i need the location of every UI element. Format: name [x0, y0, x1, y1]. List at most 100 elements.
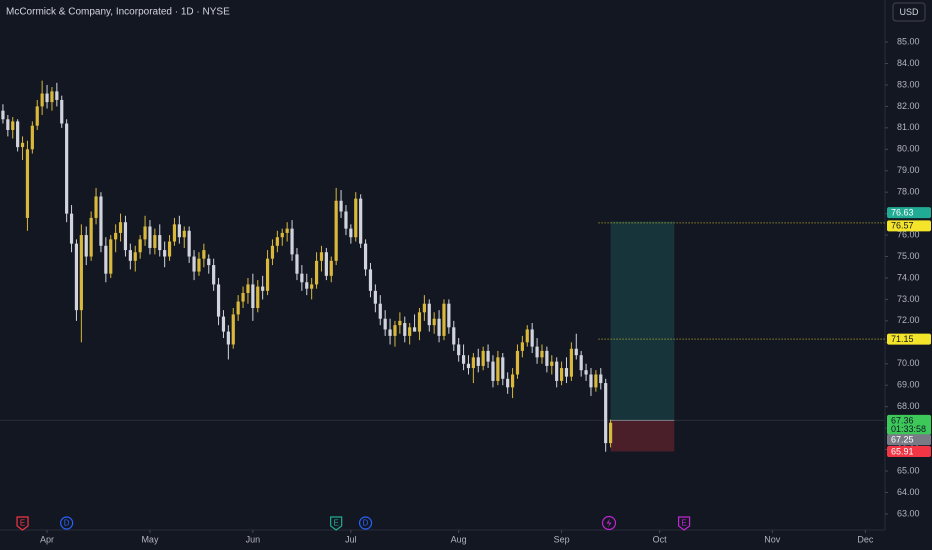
candle-body: [569, 348, 573, 377]
candle-body: [192, 256, 196, 272]
candle-body: [280, 232, 284, 238]
candle-body: [89, 217, 93, 257]
y-tick-label: 74.00: [897, 272, 920, 282]
candle-body: [393, 325, 397, 336]
candle-body: [403, 323, 407, 336]
candle-body: [525, 329, 529, 343]
candle-body: [50, 91, 54, 103]
candle-body: [515, 350, 520, 375]
candle-body: [417, 312, 422, 332]
candle-body: [305, 282, 309, 289]
candle-body: [114, 232, 118, 240]
candle-body: [109, 239, 113, 274]
candle-body: [256, 286, 260, 309]
candle-body: [148, 226, 152, 248]
last-price-tag: [887, 434, 931, 446]
candle-body: [167, 241, 172, 257]
y-tick-label: 84.00: [897, 58, 920, 68]
candle-body: [158, 235, 162, 251]
y-tick-label: 79.00: [897, 165, 920, 175]
candle-body: [251, 284, 255, 309]
candle-body: [432, 318, 436, 326]
candle-body: [564, 368, 569, 377]
candle-body: [118, 222, 123, 233]
candle-body: [319, 252, 324, 261]
candle-body: [236, 301, 240, 315]
y-tick-label: 73.00: [897, 294, 920, 304]
event-shape: [330, 516, 343, 531]
candle-body: [310, 284, 314, 289]
candle-body: [398, 320, 402, 326]
candle-body: [559, 368, 564, 381]
candle-body: [555, 361, 559, 381]
last-price-tag-label: 67.25: [891, 435, 914, 445]
candle-body: [481, 350, 485, 366]
candle-body: [334, 200, 338, 261]
candle-body: [16, 121, 20, 148]
candle-body: [74, 243, 79, 311]
level-tag-label: 71.15: [891, 334, 914, 344]
countdown: 01:33:58: [891, 424, 926, 434]
candle-body: [496, 357, 500, 381]
candle-body: [412, 327, 417, 332]
stop-tag-label: 65.91: [891, 446, 914, 456]
y-tick-label: 85.00: [897, 36, 920, 46]
event-label: E: [333, 519, 338, 528]
currency-label[interactable]: USD: [899, 7, 919, 17]
candle-body: [265, 258, 270, 291]
currency-button[interactable]: [892, 2, 926, 22]
candle-body: [584, 370, 588, 375]
candle-body: [172, 224, 177, 242]
candle-body: [491, 361, 495, 381]
candle-body: [506, 378, 510, 388]
candle-body: [221, 316, 226, 332]
candle-body: [60, 99, 64, 124]
profit-zone: [610, 221, 675, 421]
target-tag-label: 76.63: [891, 207, 914, 217]
candle-body: [388, 329, 392, 336]
candle-body: [579, 355, 583, 371]
event-shape: [358, 516, 373, 530]
candle-body: [11, 121, 15, 130]
y-tick-label: 63.00: [897, 508, 920, 518]
candle-body: [261, 286, 265, 291]
candle-body: [466, 363, 471, 369]
candle-body: [599, 374, 603, 384]
candle-body: [270, 245, 275, 259]
x-tick-label: May: [141, 534, 159, 544]
candle-body: [104, 245, 108, 274]
candle-body: [20, 142, 25, 148]
candle-body: [457, 344, 461, 356]
candle-body: [535, 346, 539, 358]
y-tick-label: 76.00: [897, 229, 920, 239]
candle-body: [344, 211, 348, 229]
chart-title: McCormick & Company, Incorporated · 1D ·…: [6, 7, 230, 18]
candle-body: [574, 348, 578, 356]
candle-body: [604, 383, 608, 444]
event-label: E: [20, 519, 25, 528]
x-tick-label: Oct: [653, 534, 668, 544]
y-tick-label: 78.00: [897, 187, 920, 197]
y-tick-label: 69.00: [897, 380, 920, 390]
candle-body: [437, 318, 441, 336]
candle-body: [216, 284, 221, 317]
candle-body: [6, 119, 10, 130]
entry-tag: [887, 414, 931, 435]
candle-body: [133, 252, 137, 261]
alert-icon: [601, 515, 617, 531]
level-tag: [887, 220, 931, 232]
target-tag: [887, 207, 931, 219]
candle-body: [69, 213, 74, 244]
candle-body: [275, 237, 279, 246]
event-marker: E: [330, 516, 343, 531]
event-label: E: [681, 519, 686, 528]
candle-body: [123, 222, 128, 251]
candle-body: [608, 422, 613, 444]
candle-body: [447, 303, 451, 328]
candle-body: [550, 361, 554, 366]
candle-body: [476, 357, 480, 366]
candle-body: [354, 198, 358, 238]
candle-body: [349, 228, 353, 238]
